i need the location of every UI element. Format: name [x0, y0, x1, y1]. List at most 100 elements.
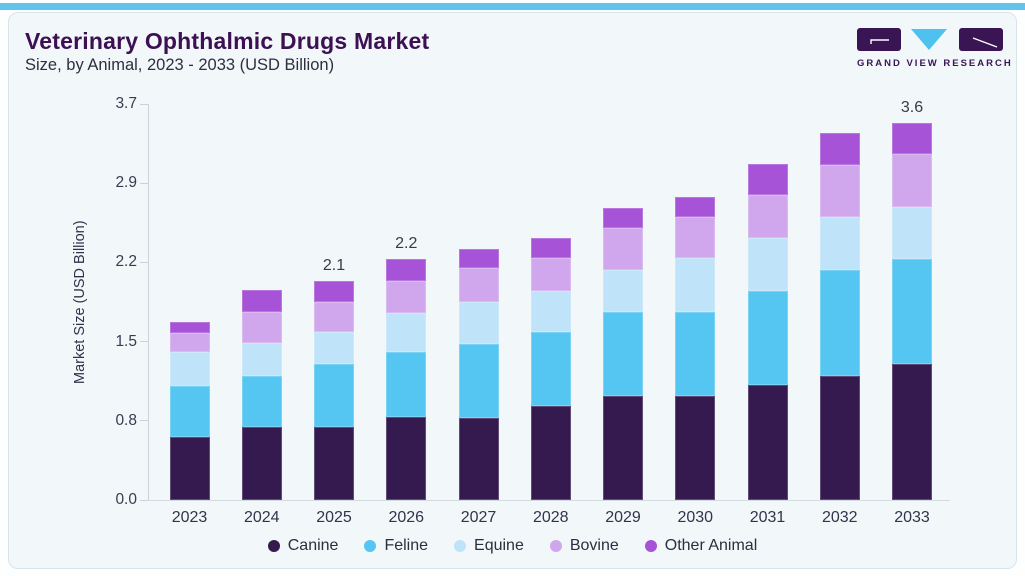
- y-tick-label: 2.2: [115, 253, 137, 271]
- x-tick-label: 2024: [243, 509, 280, 526]
- bar-segment: [603, 207, 643, 229]
- bar-stack: [530, 104, 571, 500]
- legend-label: Canine: [287, 537, 339, 554]
- bar-segment: [386, 352, 427, 417]
- bar-stack: [747, 104, 788, 500]
- legend-label: Equine: [474, 537, 524, 554]
- x-tick-label: 2029: [605, 509, 641, 526]
- legend-label: Other Animal: [664, 537, 758, 554]
- top-accent-bar: [0, 3, 1025, 10]
- bar-segment: [458, 248, 499, 268]
- bar-segment: [675, 197, 716, 218]
- bar-segment: [747, 163, 788, 196]
- bar-segment: [530, 331, 571, 406]
- bar-segment: [675, 217, 716, 259]
- x-tick-label: 2027: [460, 509, 497, 526]
- bar-segment: [603, 228, 643, 270]
- brand-name: GRAND VIEW RESEARCH: [857, 58, 1013, 69]
- bar-stack: [675, 104, 716, 500]
- bar-segment: [241, 311, 282, 343]
- bar-segment: [603, 396, 643, 500]
- bar-segment: [169, 352, 210, 386]
- bar-segment: [314, 332, 354, 365]
- bar-stack: [241, 104, 282, 500]
- bar-segment: [241, 375, 282, 428]
- legend-dot-icon: [364, 540, 377, 552]
- y-tick-label: 1.5: [115, 332, 137, 350]
- y-tick-mark: [140, 103, 148, 105]
- brand-logo: GRAND VIEW RESEARCH: [857, 28, 1013, 69]
- x-tick-label: 2028: [532, 509, 569, 526]
- bar-segment: [386, 312, 427, 353]
- report-subtitle: Size, by Animal, 2023 - 2033 (USD Billio…: [25, 56, 335, 74]
- bar-segment: [892, 364, 932, 500]
- bar-segment: [314, 302, 354, 332]
- bar-segment: [169, 322, 210, 334]
- bar-segment: [819, 165, 860, 218]
- logo-v-triangle-icon: [911, 29, 947, 50]
- bar-total-label: 3.6: [900, 99, 924, 117]
- legend-item: Other Animal: [644, 537, 758, 555]
- bar-segment: [530, 258, 571, 292]
- bar-segment: [819, 132, 860, 166]
- x-tick-label: 2023: [171, 509, 208, 526]
- bar-segment: [169, 436, 210, 500]
- bar-segment: [241, 290, 282, 312]
- bar-segment: [675, 311, 716, 397]
- y-tick-mark: [140, 182, 148, 184]
- bar-segment: [241, 342, 282, 376]
- x-tick-label: 2025: [316, 509, 352, 526]
- bar-segment: [892, 123, 932, 155]
- bar-segment: [603, 311, 643, 397]
- bar-segment: [241, 427, 282, 500]
- bar-segment: [458, 417, 499, 500]
- bar-segment: [458, 343, 499, 418]
- x-tick-label: 2030: [677, 509, 714, 526]
- x-tick-label: 2032: [821, 509, 858, 526]
- bar-segment: [386, 259, 427, 281]
- bar-total-label: 2.1: [322, 256, 346, 274]
- x-tick-label: 2033: [894, 509, 930, 526]
- legend-dot-icon: [454, 540, 467, 552]
- bar-segment: [892, 206, 932, 260]
- bar-segment: [675, 396, 716, 500]
- bar-segment: [747, 195, 788, 238]
- bar-segment: [169, 385, 210, 437]
- legend-item: Feline: [364, 537, 428, 555]
- bar-total-label: 2.2: [395, 235, 418, 253]
- bar-stack: [892, 104, 932, 500]
- legend-item: Canine: [267, 537, 339, 555]
- y-tick-mark: [140, 499, 148, 501]
- legend-label: Bovine: [569, 537, 619, 554]
- legend: Canine Feline Equine Bovine Other Animal: [8, 537, 1017, 555]
- y-tick-label: 2.9: [115, 174, 137, 192]
- bar-segment: [747, 237, 788, 292]
- bar-segment: [530, 291, 571, 332]
- bar-stack: [314, 104, 354, 500]
- legend-label: Feline: [384, 537, 429, 554]
- bar-segment: [892, 259, 932, 365]
- report-title: Veterinary Ophthalmic Drugs Market: [25, 28, 430, 54]
- plot-area: 0.0 0.8 1.5 2.2 2.9 3.7 2023 2024 2.1 2025 2.2 2026…: [115, 95, 950, 526]
- bar-segment: [530, 405, 571, 500]
- y-tick-label: 3.7: [115, 95, 137, 112]
- bar-segment: [386, 280, 427, 313]
- bar-segment: [386, 416, 427, 500]
- bar-stack: [603, 104, 643, 500]
- legend-item: Equine: [454, 537, 524, 555]
- legend-dot-icon: [267, 540, 280, 552]
- y-axis-title: Market Size (USD Billion): [72, 220, 88, 385]
- legend-dot-icon: [644, 540, 657, 552]
- bar-segment: [314, 280, 354, 303]
- bar-segment: [314, 364, 354, 428]
- bar-segment: [747, 385, 788, 500]
- brand-logo-mark: [857, 28, 1003, 51]
- bar-segment: [169, 333, 210, 353]
- bar-stack: [458, 104, 499, 500]
- legend-item: Bovine: [549, 537, 619, 555]
- y-tick-label: 0.8: [115, 411, 137, 429]
- y-tick-mark: [140, 261, 148, 263]
- bar-segment: [314, 427, 354, 500]
- bar-segment: [892, 154, 932, 207]
- logo-r-glyph: [972, 37, 998, 48]
